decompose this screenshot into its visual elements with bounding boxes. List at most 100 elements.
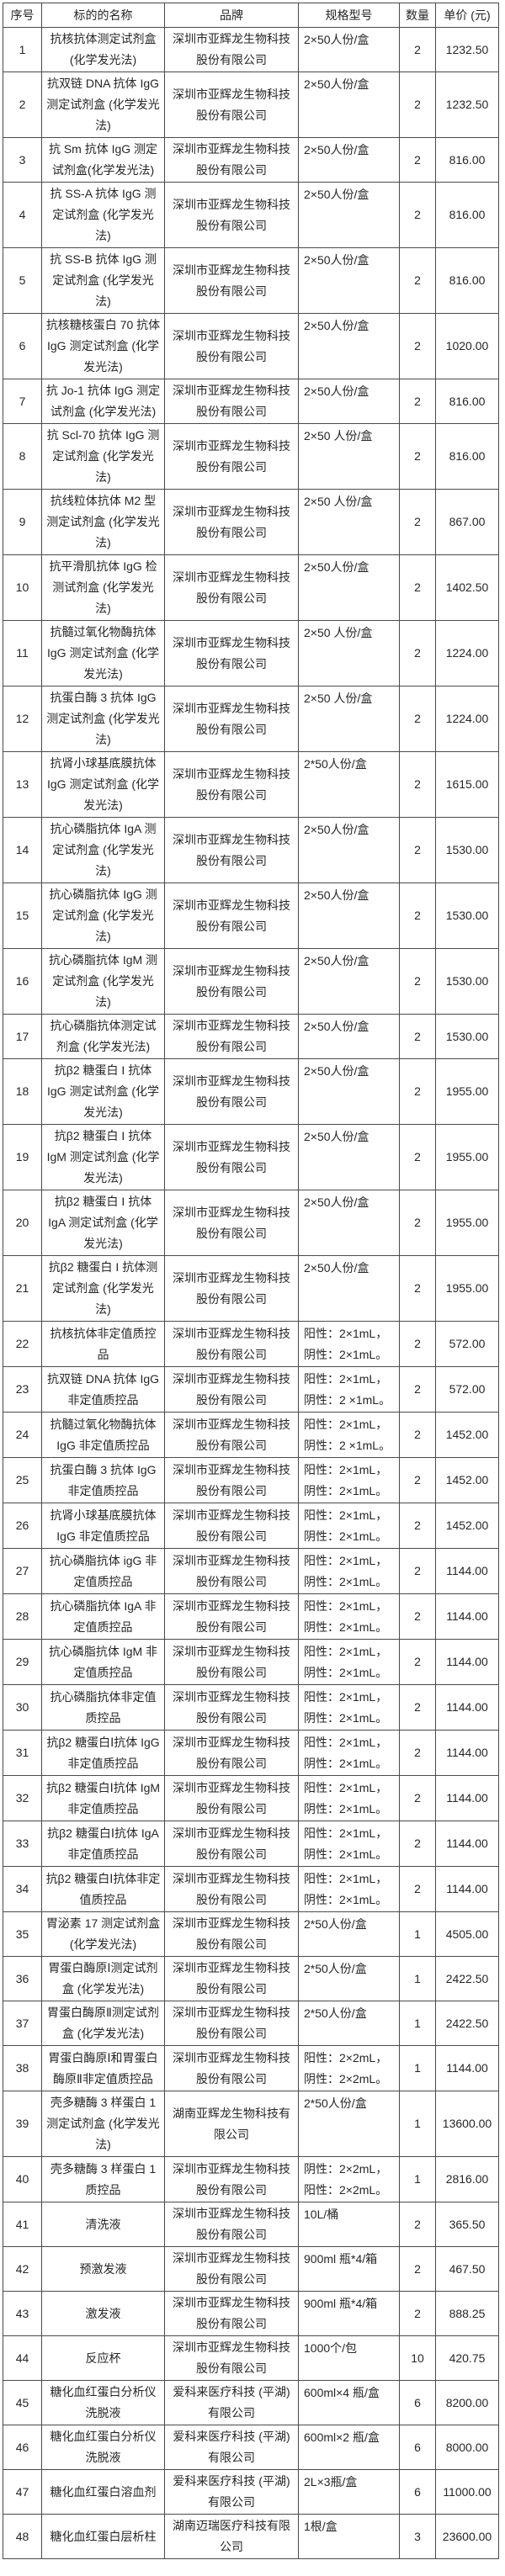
item-name-cell: 清洗液	[41, 2202, 165, 2247]
item-name-cell: 胃蛋白酶原Ⅰ测定试剂盒 (化学发光法)	[41, 1956, 165, 2001]
spec-cell: 2×50人份/盒	[298, 182, 400, 248]
spec-cell: 阳性：2×1mL，阴性：2×1mL。	[298, 1684, 400, 1731]
row-index-cell: 34	[3, 1866, 42, 1912]
brand-cell: 深圳市亚辉龙生物科技股份有限公司	[164, 1366, 299, 1413]
unit-price-cell: 1020.00	[435, 313, 499, 379]
unit-price-cell: 1144.00	[435, 1593, 499, 1640]
brand-cell: 深圳市亚辉龙生物科技股份有限公司	[164, 1321, 299, 1367]
row-index-cell: 43	[3, 2291, 42, 2336]
item-name-cell: 糖化血红蛋白溶血剂	[41, 2469, 165, 2515]
spec-cell: 2×50人份/盒	[298, 27, 400, 72]
table-row: 38 胃蛋白酶原Ⅰ和胃蛋白酶原Ⅱ非定值质控品 深圳市亚辉龙生物科技股份有限公司 阳性：…	[3, 2045, 499, 2091]
brand-cell: 深圳市亚辉龙生物科技股份有限公司	[164, 1014, 299, 1059]
unit-price-cell: 572.00	[435, 1321, 499, 1367]
quantity-cell: 2	[399, 1124, 436, 1190]
unit-price-cell: 1615.00	[435, 751, 499, 818]
brand-cell: 深圳市亚辉龙生物科技股份有限公司	[164, 1821, 299, 1867]
spec-cell: 2×50 人份/盒	[298, 620, 400, 686]
item-name-cell: 抗核糖核蛋白 70 抗体 IgG 测定试剂盒 (化学发光法)	[41, 313, 165, 379]
item-name-cell: 激发液	[41, 2291, 165, 2336]
row-index-cell: 16	[3, 948, 42, 1015]
table-row: 18 抗β2 糖蛋白 I 抗体 IgG 测定试剂盒 (化学发光法) 深圳市亚辉龙生物…	[3, 1058, 499, 1125]
quantity-cell: 2	[399, 2202, 436, 2247]
quantity-cell: 3	[399, 2514, 436, 2559]
row-index-cell: 28	[3, 1593, 42, 1640]
table-body: 1 抗核抗体测定试剂盒 (化学发光法) 深圳市亚辉龙生物科技股份有限公司 2×50人份…	[3, 27, 499, 2559]
quantity-cell: 2	[399, 1255, 436, 1322]
quantity-cell: 2	[399, 1503, 436, 1549]
unit-price-cell: 1144.00	[435, 1730, 499, 1776]
row-index-cell: 9	[3, 489, 42, 555]
brand-cell: 深圳市亚辉龙生物科技股份有限公司	[164, 247, 299, 314]
brand-cell: 深圳市亚辉龙生物科技股份有限公司	[164, 1866, 299, 1912]
spec-cell: 2×50人份/盒	[298, 1124, 400, 1190]
row-index-cell: 5	[3, 247, 42, 314]
unit-price-cell: 1144.00	[435, 1821, 499, 1867]
row-index-cell: 36	[3, 1956, 42, 2001]
quantity-cell: 2	[399, 247, 436, 314]
spec-cell: 阳性：2×1mL，阴性：2×1mL。	[298, 1821, 400, 1867]
spec-cell: 2×50 人份/盒	[298, 686, 400, 752]
brand-cell: 深圳市亚辉龙生物科技股份有限公司	[164, 1503, 299, 1549]
quantity-cell: 6	[399, 2425, 436, 2470]
row-index-cell: 47	[3, 2469, 42, 2515]
unit-price-cell: 1530.00	[435, 948, 499, 1015]
row-index-cell: 37	[3, 2001, 42, 2046]
header-row: 序号 标的的名称 品牌 规格型号 数量 单价 (元)	[3, 3, 499, 28]
unit-price-cell: 816.00	[435, 247, 499, 314]
item-name-cell: 反应杯	[41, 2335, 165, 2381]
brand-cell: 深圳市亚辉龙生物科技股份有限公司	[164, 137, 299, 183]
row-index-cell: 48	[3, 2514, 42, 2559]
item-name-cell: 壳多糖酶 3 样蛋白 1 质控品	[41, 2156, 165, 2202]
quantity-cell: 1	[399, 1956, 436, 2001]
brand-cell: 深圳市亚辉龙生物科技股份有限公司	[164, 1639, 299, 1685]
spec-cell: 阳性：2×1mL，阴性：2×1mL。	[298, 1548, 400, 1594]
brand-cell: 深圳市亚辉龙生物科技股份有限公司	[164, 1775, 299, 1821]
unit-price-cell: 1530.00	[435, 1014, 499, 1059]
spec-cell: 阳性：2×1mL，阴性：2×1mL。	[298, 1730, 400, 1776]
brand-cell: 深圳市亚辉龙生物科技股份有限公司	[164, 72, 299, 138]
row-index-cell: 26	[3, 1503, 42, 1549]
table-row: 17 抗心磷脂抗体测定试剂盒 (化学发光法) 深圳市亚辉龙生物科技股份有限公司 2×5…	[3, 1014, 499, 1059]
table-row: 34 抗β2 糖蛋白Ⅰ抗体非定值质控品 深圳市亚辉龙生物科技股份有限公司 阳性：2×1…	[3, 1866, 499, 1912]
spec-cell: 阳性：2×1mL，阴性：2×1mL。	[298, 1321, 400, 1367]
brand-cell: 深圳市亚辉龙生物科技股份有限公司	[164, 2246, 299, 2292]
row-index-cell: 22	[3, 1321, 42, 1367]
spec-cell: 阳性：2×1mL，阴性：2 ×1mL。	[298, 1366, 400, 1413]
unit-price-cell: 1452.00	[435, 1412, 499, 1458]
quantity-cell: 2	[399, 1821, 436, 1867]
quantity-cell: 2	[399, 182, 436, 248]
quantity-cell: 2	[399, 883, 436, 949]
spec-cell: 2×50人份/盒	[298, 72, 400, 138]
row-index-cell: 19	[3, 1124, 42, 1190]
item-name-cell: 糖化血红蛋白分析仪洗脱液	[41, 2425, 165, 2470]
spec-cell: 2×50人份/盒	[298, 1014, 400, 1059]
table-row: 2 抗双链 DNA 抗体 IgG 测定试剂盒 (化学发光法) 深圳市亚辉龙生物科技股…	[3, 72, 499, 138]
quantity-cell: 2	[399, 489, 436, 555]
brand-cell: 深圳市亚辉龙生物科技股份有限公司	[164, 1684, 299, 1731]
item-name-cell: 抗蛋白酶 3 抗体 IgG 非定值质控品	[41, 1457, 165, 1503]
spec-cell: 600ml×2 瓶/盒	[298, 2425, 400, 2470]
unit-price-cell: 1144.00	[435, 2045, 499, 2091]
col-header-qty: 数量	[399, 3, 436, 28]
quantity-cell: 2	[399, 2291, 436, 2336]
quantity-cell: 2	[399, 72, 436, 138]
table-row: 14 抗心磷脂抗体 IgA 测定试剂盒 (化学发光法) 深圳市亚辉龙生物科技股份有限…	[3, 817, 499, 883]
unit-price-cell: 23600.00	[435, 2514, 499, 2559]
spec-cell: 900ml 瓶*4/箱	[298, 2246, 400, 2292]
item-name-cell: 抗双链 DNA 抗体 IgG 测定试剂盒 (化学发光法)	[41, 72, 165, 138]
table-row: 22 抗核抗体非定值质控品 深圳市亚辉龙生物科技股份有限公司 阳性：2×1mL，阴性：…	[3, 1321, 499, 1367]
table-row: 33 抗β2 糖蛋白Ⅰ抗体 IgA 非定值质控品 深圳市亚辉龙生物科技股份有限公司阳…	[3, 1821, 499, 1867]
brand-cell: 深圳市亚辉龙生物科技股份有限公司	[164, 489, 299, 555]
unit-price-cell: 1144.00	[435, 1866, 499, 1912]
spec-cell: 2×50人份/盒	[298, 379, 400, 424]
table-row: 47 糖化血红蛋白溶血剂 爱科来医疗科技 (平湖) 有限公司 2L×3瓶/盒 6 1100…	[3, 2469, 499, 2515]
unit-price-cell: 888.25	[435, 2291, 499, 2336]
brand-cell: 深圳市亚辉龙生物科技股份有限公司	[164, 686, 299, 752]
row-index-cell: 27	[3, 1548, 42, 1594]
row-index-cell: 23	[3, 1366, 42, 1413]
brand-cell: 爱科来医疗科技 (平湖) 有限公司	[164, 2380, 299, 2425]
quantity-cell: 1	[399, 2045, 436, 2091]
quantity-cell: 2	[399, 27, 436, 72]
brand-cell: 深圳市亚辉龙生物科技股份有限公司	[164, 1457, 299, 1503]
